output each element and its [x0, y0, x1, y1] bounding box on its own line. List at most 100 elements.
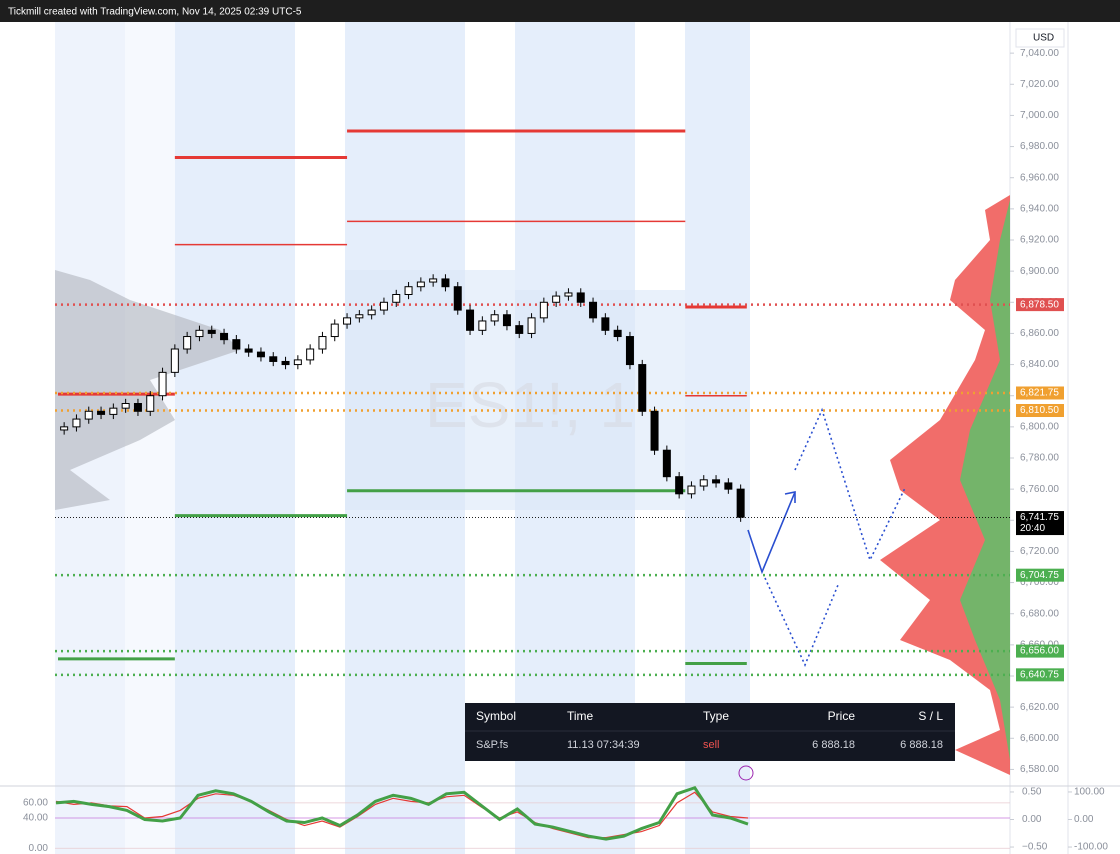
candle-body	[170, 348, 179, 373]
candle-body	[552, 295, 561, 303]
y-tick-label: 6,940.00	[1020, 203, 1059, 214]
header-title: Tickmill created with TradingView.com, N…	[8, 7, 302, 18]
candle-body	[712, 479, 721, 484]
candle-body	[502, 314, 511, 327]
candle-body	[453, 286, 462, 311]
candle-body	[441, 278, 450, 288]
candle-body	[220, 332, 229, 341]
table-header: Symbol	[476, 709, 516, 723]
candle-body	[232, 339, 241, 350]
y-tick-label: 6,900.00	[1020, 266, 1059, 277]
candle-body	[539, 301, 548, 319]
table-header: Type	[703, 709, 729, 723]
y-tick-label: 6,600.00	[1020, 733, 1059, 744]
candle-body	[564, 292, 573, 297]
candle-body	[269, 356, 278, 362]
candle-body	[318, 336, 327, 350]
level-label: 6,821.75	[1020, 388, 1059, 399]
candle-body	[146, 395, 155, 412]
level-badge	[1016, 298, 1064, 312]
level-label: 6,704.75	[1020, 570, 1059, 581]
level-badge	[1016, 568, 1064, 582]
candle-body	[133, 403, 142, 412]
candle-body	[244, 348, 253, 353]
osc-y2-tick-label: 0.50	[1022, 787, 1042, 798]
level-badge	[1016, 404, 1064, 418]
watermark: ES1!, 1	[425, 369, 635, 441]
forecast-path	[747, 491, 796, 575]
candle-body	[392, 294, 401, 303]
candle-body	[613, 329, 622, 338]
y-tick-label: 7,020.00	[1020, 79, 1059, 90]
left-volume-profile	[55, 270, 240, 510]
candle-body	[576, 292, 585, 303]
event-icon[interactable]	[738, 765, 754, 781]
candle-body	[527, 317, 536, 334]
header-bar	[0, 0, 1120, 22]
osc-tick-label: 0.00	[29, 843, 49, 854]
table-header: Time	[567, 709, 594, 723]
candle-body	[429, 278, 438, 283]
currency-box	[1015, 28, 1065, 48]
table-cell: 6 888.18	[812, 739, 855, 751]
candle-body	[121, 403, 130, 409]
y-tick-label: 6,920.00	[1020, 235, 1059, 246]
osc-y3-tick-label: 100.00	[1074, 787, 1105, 798]
level-countdown: 20:40	[1020, 523, 1045, 534]
osc-line	[55, 785, 749, 841]
y-tick-label: 6,840.00	[1020, 359, 1059, 370]
y-tick-label: 6,720.00	[1020, 546, 1059, 557]
candle-body	[687, 485, 696, 495]
osc-y2-tick-label: −0.50	[1022, 842, 1048, 853]
y-tick-label: 6,780.00	[1020, 453, 1059, 464]
y-tick-label: 6,860.00	[1020, 328, 1059, 339]
level-label: 6,656.00	[1020, 646, 1059, 657]
candle-body	[490, 314, 499, 322]
candle-body	[416, 281, 425, 288]
candle-body	[650, 410, 659, 451]
candle-body	[404, 286, 413, 296]
profile-shape	[55, 270, 240, 510]
candle-body	[97, 410, 106, 415]
candle-body	[207, 329, 216, 334]
candle-body	[256, 351, 265, 358]
table-cell: 6 888.18	[900, 739, 943, 751]
candle-body	[343, 317, 352, 325]
candle-body	[724, 482, 733, 490]
forecast-arrowhead	[784, 491, 796, 503]
candle-body	[515, 325, 524, 334]
y-tick-label: 7,040.00	[1020, 48, 1059, 59]
candle-body	[281, 360, 290, 366]
candle-body	[662, 449, 671, 478]
osc-y3-tick-label: -100.00	[1074, 842, 1108, 853]
osc-y2-tick-label: 0.00	[1022, 814, 1042, 825]
y-tick-label: 7,000.00	[1020, 110, 1059, 121]
candle-body	[625, 336, 634, 366]
candle-body	[379, 301, 388, 311]
candle-body	[109, 407, 118, 415]
forecast	[747, 407, 906, 668]
candle-body	[675, 476, 684, 495]
y-tick-label: 6,960.00	[1020, 172, 1059, 183]
candle-body	[306, 348, 315, 361]
table-cell: 11.13 07:34:39	[567, 739, 640, 751]
profile-buy	[960, 200, 1010, 760]
level-badge	[1016, 511, 1064, 536]
candle-body	[183, 336, 192, 350]
y-tick-label: 6,760.00	[1020, 484, 1059, 495]
level-label: 6,810.50	[1020, 405, 1059, 416]
candle-body	[60, 426, 69, 431]
candle-body	[638, 364, 647, 412]
right-volume-profile	[880, 195, 1010, 775]
candle-body	[158, 371, 167, 397]
y-tick-label: 6,700.00	[1020, 577, 1059, 588]
table-cell: S&P.fs	[476, 739, 509, 751]
osc-tick-label: 60.00	[23, 798, 48, 809]
candle-body	[466, 309, 475, 331]
osc-tick-label: 40.00	[23, 813, 48, 824]
level-label: 6,640.75	[1020, 669, 1059, 680]
candle-body	[601, 317, 610, 331]
table-cell: sell	[703, 739, 720, 751]
